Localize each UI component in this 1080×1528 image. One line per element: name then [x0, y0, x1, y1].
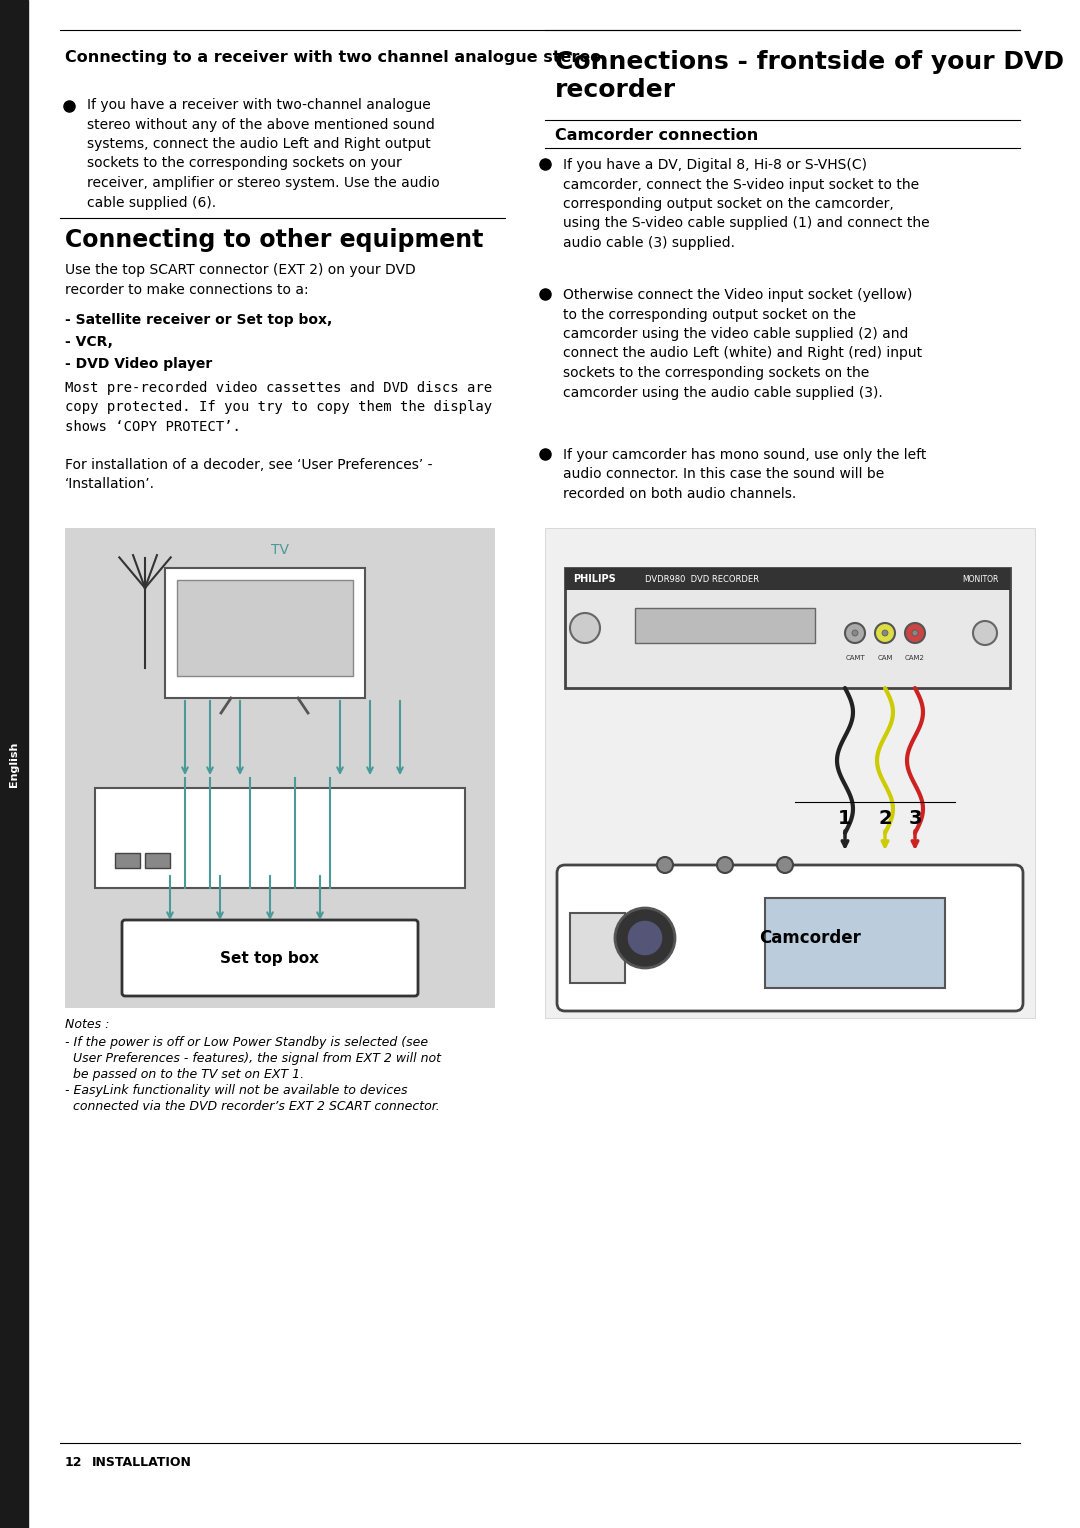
- Circle shape: [777, 857, 793, 872]
- Text: - DVD Video player: - DVD Video player: [65, 358, 213, 371]
- Text: Camcorder: Camcorder: [759, 929, 861, 947]
- Text: - EasyLink functionality will not be available to devices: - EasyLink functionality will not be ava…: [65, 1083, 407, 1097]
- Text: English: English: [9, 741, 19, 787]
- Text: Set top box: Set top box: [220, 950, 320, 966]
- Text: 12: 12: [65, 1456, 82, 1468]
- Text: For installation of a decoder, see ‘User Preferences’ -
‘Installation’.: For installation of a decoder, see ‘User…: [65, 458, 432, 492]
- Bar: [95, 788, 465, 888]
- Text: 3: 3: [908, 808, 921, 828]
- Text: DVDR980  DVD RECORDER: DVDR980 DVD RECORDER: [645, 575, 759, 584]
- Text: 1: 1: [838, 808, 852, 828]
- Text: connected via the DVD recorder’s EXT 2 SCART connector.: connected via the DVD recorder’s EXT 2 S…: [65, 1100, 440, 1112]
- Text: If you have a receiver with two-channel analogue
stereo without any of the above: If you have a receiver with two-channel …: [87, 98, 440, 209]
- Circle shape: [905, 623, 924, 643]
- Circle shape: [882, 630, 888, 636]
- Text: If you have a DV, Digital 8, Hi-8 or S-VHS(C)
camcorder, connect the S-video inp: If you have a DV, Digital 8, Hi-8 or S-V…: [563, 157, 930, 251]
- Circle shape: [627, 920, 663, 957]
- Text: TV: TV: [271, 542, 289, 558]
- Bar: [65, 529, 495, 1008]
- Text: Connecting to a receiver with two channel analogue stereo: Connecting to a receiver with two channe…: [65, 50, 602, 66]
- Text: - If the power is off or Low Power Standby is selected (see: - If the power is off or Low Power Stand…: [65, 1036, 428, 1050]
- Bar: [545, 529, 1035, 1018]
- Text: CAM2: CAM2: [905, 656, 924, 662]
- Text: INSTALLATION: INSTALLATION: [92, 1456, 192, 1468]
- Circle shape: [875, 623, 895, 643]
- FancyBboxPatch shape: [557, 865, 1023, 1012]
- Circle shape: [973, 620, 997, 645]
- Text: If your camcorder has mono sound, use only the left
audio connector. In this cas: If your camcorder has mono sound, use on…: [563, 448, 927, 501]
- Bar: [570, 914, 625, 983]
- Text: Connecting to other equipment: Connecting to other equipment: [65, 228, 484, 252]
- Text: Otherwise connect the Video input socket (yellow)
to the corresponding output so: Otherwise connect the Video input socket…: [563, 287, 922, 399]
- Text: - Satellite receiver or Set top box,: - Satellite receiver or Set top box,: [65, 313, 333, 327]
- Circle shape: [615, 908, 675, 969]
- Text: Camcorder connection: Camcorder connection: [555, 128, 758, 144]
- Text: 2: 2: [878, 808, 892, 828]
- FancyBboxPatch shape: [122, 920, 418, 996]
- Bar: [565, 568, 1010, 590]
- Text: CAMT: CAMT: [846, 656, 865, 662]
- Circle shape: [717, 857, 733, 872]
- Bar: [114, 853, 140, 868]
- Bar: [145, 853, 170, 868]
- Text: MONITOR: MONITOR: [962, 575, 998, 584]
- Bar: [177, 581, 353, 675]
- Circle shape: [570, 613, 600, 643]
- Bar: [0, 0, 28, 1528]
- Bar: [635, 608, 815, 643]
- Text: User Preferences - features), the signal from EXT 2 will not: User Preferences - features), the signal…: [65, 1051, 441, 1065]
- Text: Use the top SCART connector (EXT 2) on your DVD
recorder to make connections to : Use the top SCART connector (EXT 2) on y…: [65, 263, 416, 296]
- Circle shape: [845, 623, 865, 643]
- Text: Connections - frontside of your DVD recorder: Connections - frontside of your DVD reco…: [555, 50, 1064, 102]
- Circle shape: [852, 630, 858, 636]
- Text: be passed on to the TV set on EXT 1.: be passed on to the TV set on EXT 1.: [65, 1068, 305, 1080]
- Bar: [765, 898, 945, 989]
- Text: - VCR,: - VCR,: [65, 335, 113, 348]
- Text: Most pre-recorded video cassettes and DVD discs are
copy protected. If you try t: Most pre-recorded video cassettes and DV…: [65, 380, 492, 434]
- Bar: [165, 568, 365, 698]
- Circle shape: [912, 630, 918, 636]
- Text: PHILIPS: PHILIPS: [573, 575, 616, 584]
- Circle shape: [657, 857, 673, 872]
- Bar: [565, 568, 1010, 688]
- Text: CAM: CAM: [877, 656, 893, 662]
- Text: Notes :: Notes :: [65, 1018, 109, 1031]
